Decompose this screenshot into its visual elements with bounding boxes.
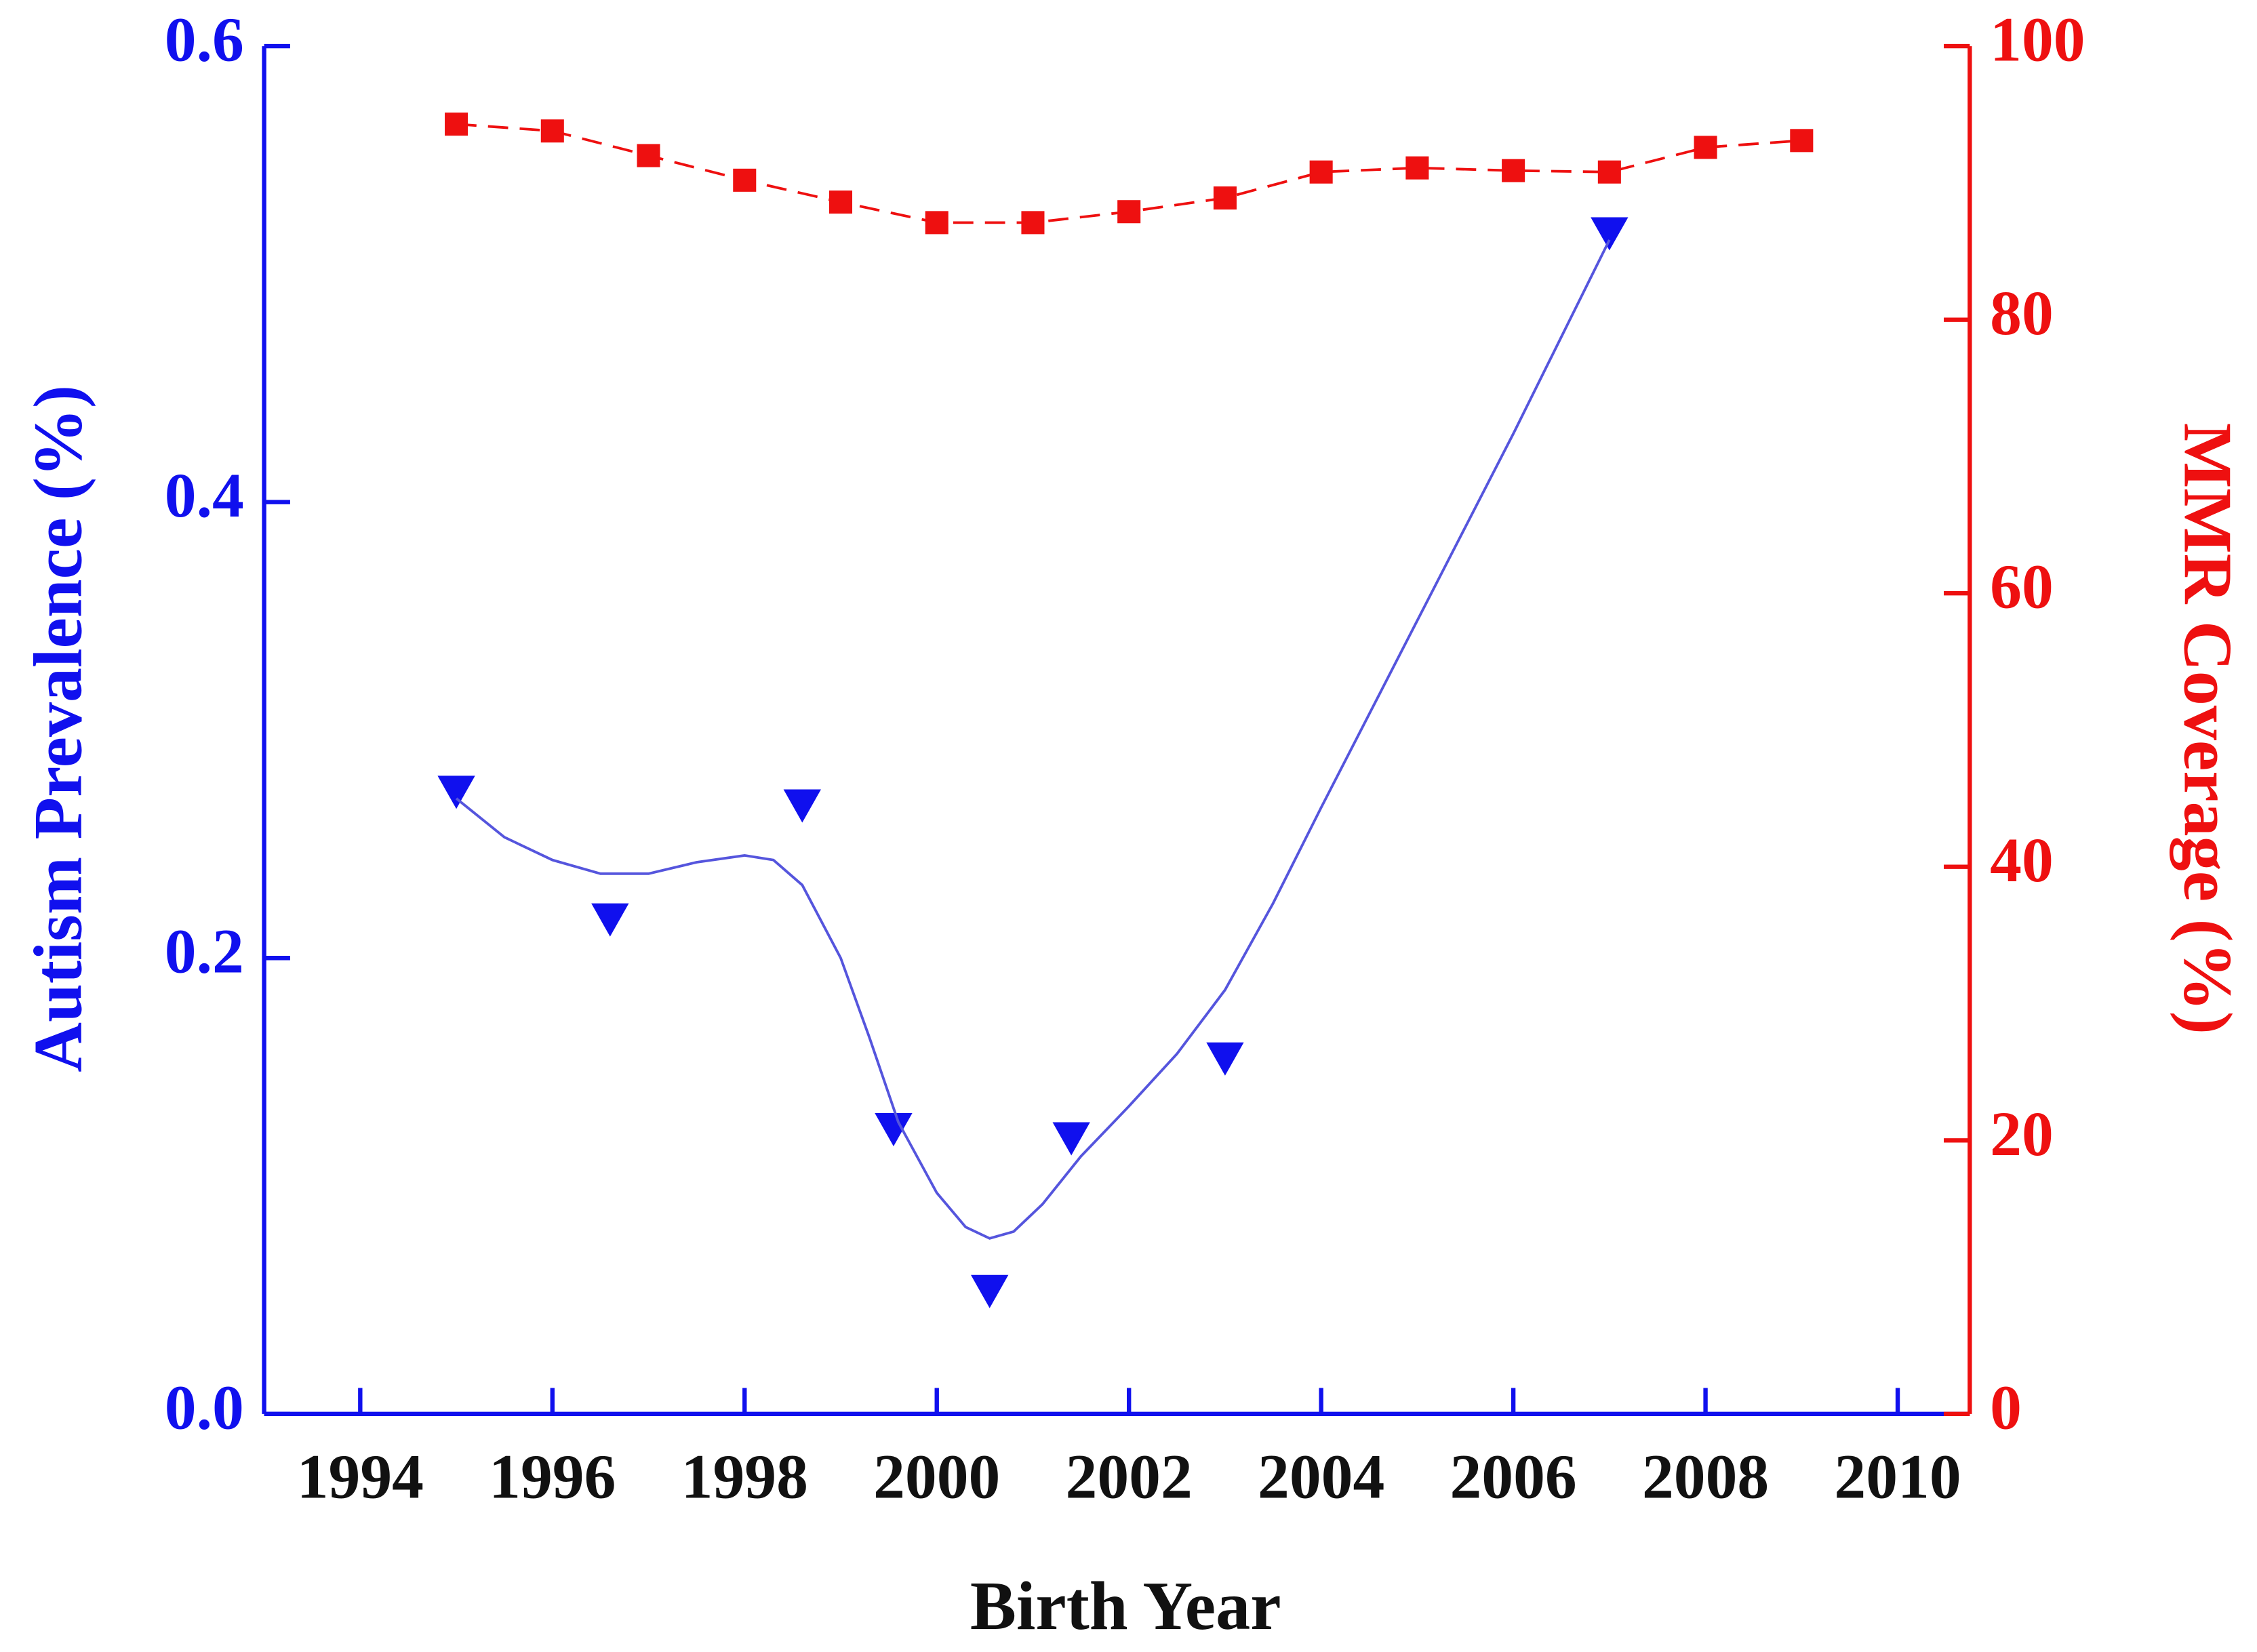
- triangle-marker: [437, 775, 475, 809]
- y2-tick-label: 100: [1990, 5, 2085, 75]
- y-axis-label: Autism Prevalence (%): [20, 385, 96, 1072]
- triangle-marker: [783, 789, 821, 823]
- square-marker: [1213, 186, 1237, 210]
- x-axis-label: Birth Year: [970, 1568, 1281, 1645]
- square-marker: [637, 144, 660, 167]
- x-tick-label: 2004: [1258, 1442, 1384, 1512]
- square-marker: [1597, 160, 1621, 184]
- triangle-marker: [1206, 1042, 1244, 1076]
- x-tick-label: 1996: [489, 1442, 616, 1512]
- y2-tick-label: 60: [1990, 552, 2054, 622]
- series-line: [455, 239, 1611, 1240]
- square-marker: [1309, 160, 1333, 184]
- triangle-marker: [971, 1274, 1009, 1308]
- x-tick-label: 2010: [1834, 1442, 1961, 1512]
- y2-axis-label: MMR Coverage (%): [2169, 423, 2245, 1034]
- square-marker: [1694, 136, 1717, 159]
- y-tick-label: 0.0: [165, 1373, 244, 1443]
- triangle-marker: [591, 903, 629, 937]
- y-tick-label: 0.6: [165, 5, 244, 75]
- y2-tick-label: 20: [1990, 1100, 2054, 1169]
- x-tick-label: 1998: [681, 1442, 808, 1512]
- square-marker: [445, 113, 468, 136]
- x-tick-label: 2008: [1642, 1442, 1769, 1512]
- square-marker: [1790, 129, 1814, 153]
- square-marker: [925, 211, 948, 235]
- x-tick-label: 2006: [1450, 1442, 1576, 1512]
- square-marker: [540, 119, 564, 143]
- triangle-marker: [1591, 217, 1629, 251]
- square-marker: [1502, 159, 1525, 182]
- x-tick-label: 2002: [1066, 1442, 1193, 1512]
- x-tick-label: 2000: [873, 1442, 1000, 1512]
- y-tick-label: 0.4: [165, 461, 244, 531]
- square-marker: [733, 168, 757, 192]
- square-marker: [1405, 156, 1429, 180]
- square-marker: [828, 190, 853, 214]
- triangle-marker: [875, 1113, 913, 1147]
- y-tick-label: 0.2: [165, 917, 244, 987]
- x-tick-label: 1994: [297, 1442, 424, 1512]
- y2-tick-label: 80: [1990, 279, 2054, 348]
- y2-tick-label: 0: [1990, 1373, 2022, 1443]
- square-marker: [1021, 211, 1045, 235]
- square-marker: [1117, 200, 1141, 224]
- y2-tick-label: 40: [1990, 826, 2054, 895]
- triangle-marker: [1052, 1122, 1090, 1156]
